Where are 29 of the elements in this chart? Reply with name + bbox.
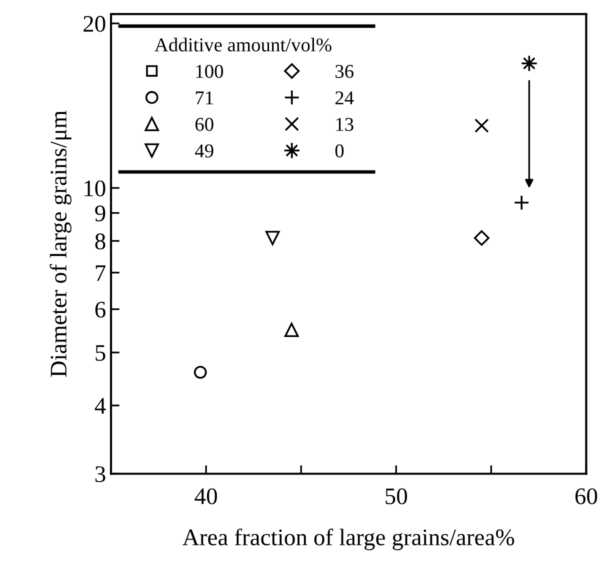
y-tick-label: 8 [95,233,106,250]
legend-label: 71 [196,91,213,104]
y-tick-label: 6 [95,302,106,318]
y-tick-label: 7 [96,265,106,281]
legend-label: 100 [196,64,224,78]
y-axis-title: Diameter of large grains/μm [50,110,72,377]
x-tick-label: 60 [575,488,598,504]
x-axis-title: Area fraction of large grains/area% [182,528,514,550]
y-tick-label: 10 [84,180,106,196]
legend-title: Additive amount/vol% [154,38,332,52]
legend-label: 60 [195,118,214,131]
legend-label: 49 [195,144,214,158]
point [284,322,299,338]
legend-label: 24 [335,91,354,104]
point [474,118,489,133]
point [474,230,490,246]
legend-label: 0 [335,144,344,158]
point [265,230,280,246]
legend-label: 13 [336,118,354,131]
legend-label: 36 [336,64,354,78]
y-tick-label: 3 [95,466,106,482]
y-tick-label: 4 [94,398,106,414]
x-tick-label: 40 [194,488,217,504]
y-tick-label: 20 [84,16,106,32]
point [514,194,530,210]
point [194,366,207,379]
y-tick-label: 9 [95,206,106,222]
x-tick-label: 50 [386,488,408,504]
y-tick-label: 5 [96,345,106,361]
